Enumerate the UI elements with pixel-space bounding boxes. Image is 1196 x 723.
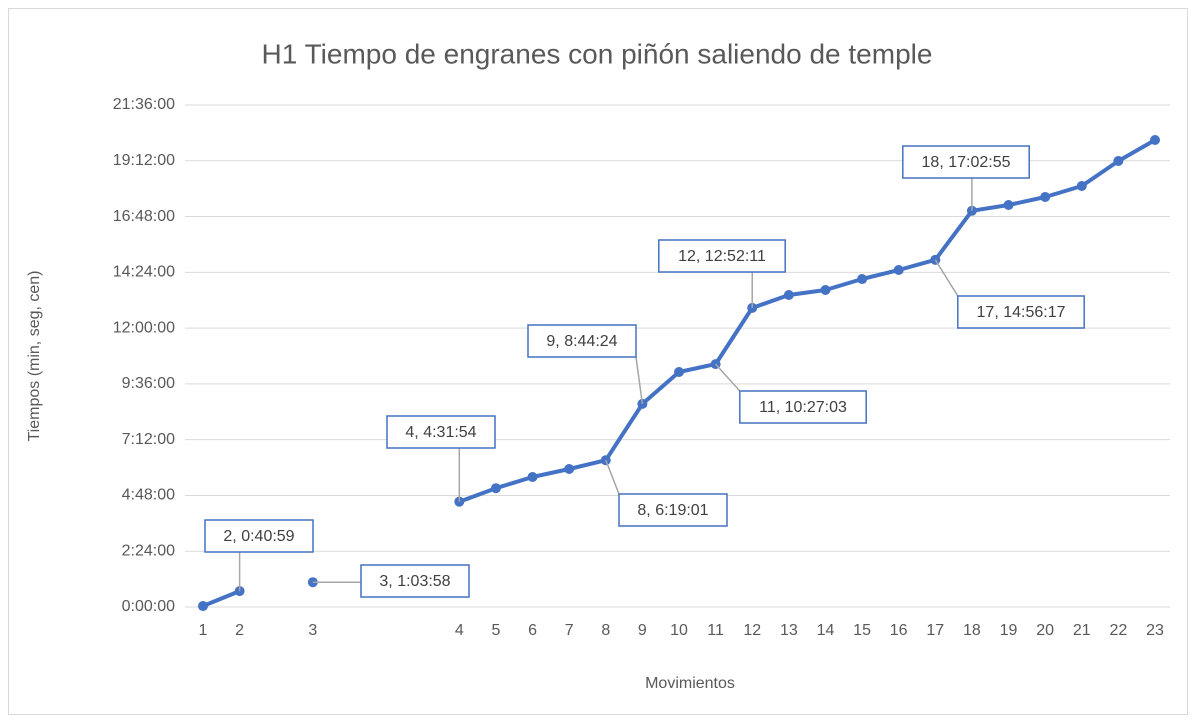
chart-border: [8, 8, 1188, 715]
x-tick-label: 20: [1036, 622, 1054, 639]
y-tick-label: 4:48:00: [122, 487, 175, 504]
data-label: 9, 8:44:24: [546, 333, 617, 350]
x-tick-label: 6: [528, 622, 537, 639]
data-label: 3, 1:03:58: [379, 573, 450, 590]
x-tick-label: 13: [780, 622, 798, 639]
x-tick-label: 23: [1146, 622, 1164, 639]
x-tick-label: 22: [1109, 622, 1127, 639]
y-tick-label: 16:48:00: [113, 208, 175, 225]
data-label-box: [386, 415, 496, 449]
data-point: [1003, 199, 1014, 210]
x-tick-label: 1: [199, 622, 208, 639]
y-tick-label: 2:24:00: [122, 542, 175, 559]
data-label-box: [658, 239, 786, 273]
data-point: [1040, 191, 1051, 202]
data-label: 18, 17:02:55: [922, 154, 1011, 171]
x-tick-label: 17: [926, 622, 944, 639]
leader-line: [635, 356, 644, 404]
data-label-box: [957, 295, 1085, 329]
data-point: [527, 471, 538, 482]
y-tick-label: 19:12:00: [113, 152, 175, 169]
data-point: [198, 601, 208, 612]
data-point: [564, 463, 575, 474]
chart-title: H1 Tiempo de engranes con piñón saliendo…: [262, 38, 933, 69]
x-axis-title: Movimientos: [645, 675, 735, 692]
y-tick-label: 9:36:00: [122, 375, 175, 392]
series-line: [202, 589, 241, 608]
data-point: [783, 289, 794, 300]
data-label: 8, 6:19:01: [637, 502, 708, 519]
x-tick-label: 3: [308, 622, 317, 639]
leader-line: [715, 363, 741, 392]
x-tick-label: 12: [743, 622, 761, 639]
data-point: [857, 274, 868, 285]
y-axis-title: Tiempos (min, seg, cen): [26, 270, 43, 441]
x-tick-label: 5: [491, 622, 500, 639]
leader-line: [605, 459, 620, 495]
leader-line: [934, 259, 959, 297]
x-tick-label: 7: [565, 622, 574, 639]
x-tick-label: 19: [1000, 622, 1018, 639]
data-label-box: [618, 493, 728, 527]
x-tick-label: 21: [1073, 622, 1091, 639]
data-point: [1076, 181, 1087, 192]
data-label: 2, 0:40:59: [223, 528, 294, 545]
data-point: [1113, 155, 1124, 166]
data-label-box: [739, 390, 867, 424]
x-tick-label: 10: [670, 622, 688, 639]
data-point: [820, 285, 831, 296]
data-label-box: [902, 145, 1030, 179]
x-tick-label: 2: [235, 622, 244, 639]
x-tick-label: 15: [853, 622, 871, 639]
y-tick-label: 7:12:00: [122, 431, 175, 448]
data-point: [674, 367, 684, 378]
x-tick-label: 11: [707, 622, 724, 639]
x-tick-label: 8: [601, 622, 610, 639]
data-label: 11, 10:27:03: [759, 399, 847, 416]
data-point: [1150, 134, 1160, 145]
y-tick-label: 0:00:00: [122, 598, 175, 615]
x-tick-label: 4: [455, 622, 464, 639]
y-tick-label: 12:00:00: [113, 319, 175, 336]
x-tick-label: 14: [817, 622, 835, 639]
y-tick-label: 21:36:00: [113, 96, 175, 113]
data-label: 12, 12:52:11: [678, 248, 766, 265]
data-label-box: [204, 519, 314, 553]
data-label: 17, 14:56:17: [977, 304, 1066, 321]
data-label-box: [360, 564, 470, 598]
series-line: [458, 138, 1156, 504]
x-tick-label: 16: [890, 622, 908, 639]
y-tick-label: 14:24:00: [113, 264, 175, 281]
data-point: [893, 265, 904, 276]
data-point: [490, 483, 501, 494]
data-label: 4, 4:31:54: [405, 424, 476, 441]
x-tick-label: 18: [963, 622, 981, 639]
x-tick-label: 9: [638, 622, 647, 639]
data-label-box: [527, 324, 637, 358]
